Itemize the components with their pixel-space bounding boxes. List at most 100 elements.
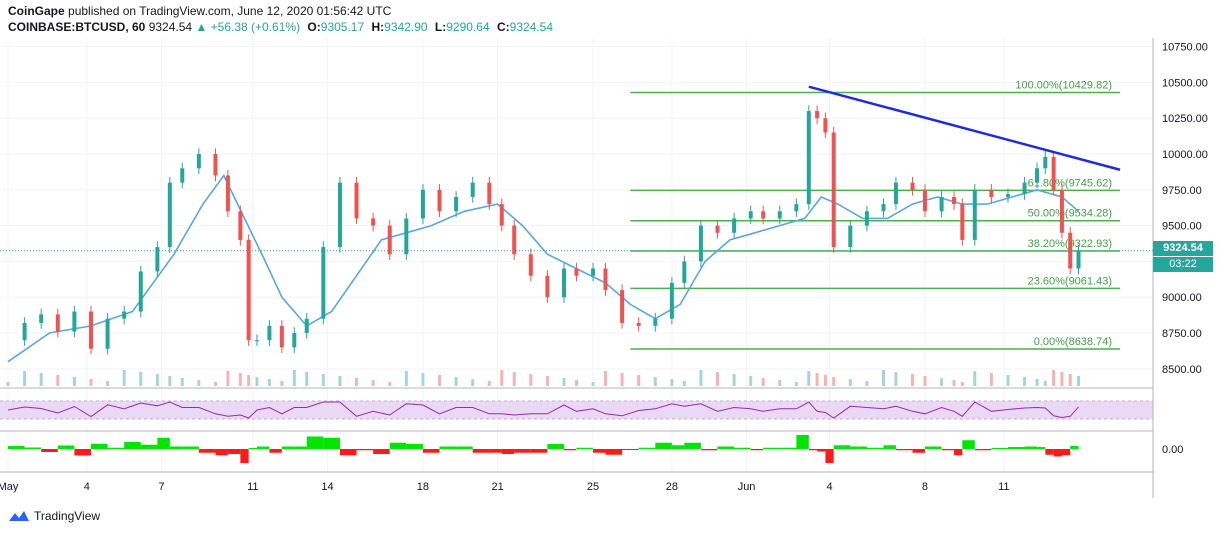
histogram-bar-negative bbox=[750, 449, 764, 451]
volume-bar bbox=[973, 371, 977, 386]
bar-countdown-tag: 03:22 bbox=[1153, 257, 1213, 272]
candle-body bbox=[105, 318, 110, 349]
rsi-line bbox=[7, 401, 1079, 419]
symbol-label[interactable]: COINBASE:BTCUSD, 60 bbox=[8, 20, 146, 34]
fib-level-label: 50.00%(9534.28) bbox=[1028, 208, 1112, 220]
time-axis[interactable]: May 4 7 11 14 18 21 25 28 Jun 4 8 11 bbox=[0, 481, 1010, 493]
ohlc-header: COINBASE:BTCUSD, 60 9324.54 ▲ +56.38 (+0… bbox=[8, 20, 553, 34]
fibonacci-retracement[interactable]: 100.00%(10429.82) 61.80%(9745.62) 50.00%(9… bbox=[630, 79, 1120, 350]
histogram-bar-positive bbox=[439, 446, 457, 449]
histogram-bar-negative bbox=[530, 449, 548, 453]
histogram-bar-positive bbox=[763, 447, 780, 449]
candle-body bbox=[354, 182, 359, 219]
volume-bar bbox=[989, 373, 993, 386]
price-axis[interactable]: 10750.00 10500.00 10250.00 10000.00 9750.00 9… bbox=[1162, 42, 1208, 376]
time-axis-label: 11 bbox=[247, 481, 258, 493]
volume-bar bbox=[815, 373, 819, 386]
volume-bar bbox=[637, 375, 641, 386]
price-axis-label: 9500.00 bbox=[1162, 221, 1202, 233]
histogram-bar-positive bbox=[779, 447, 797, 449]
candle-body bbox=[960, 204, 965, 240]
histogram-bar-positive bbox=[57, 445, 75, 449]
momentum-histogram: 0.00 bbox=[8, 435, 1183, 463]
histogram-bar-negative bbox=[356, 449, 374, 451]
candle-body bbox=[562, 268, 566, 298]
time-axis-label: May bbox=[0, 481, 19, 493]
candle-body bbox=[155, 247, 160, 272]
histogram-bar-positive bbox=[1024, 446, 1038, 449]
time-axis-label: 4 bbox=[826, 481, 832, 493]
candle-body bbox=[761, 211, 766, 219]
time-axis-label: 14 bbox=[321, 481, 333, 493]
trend-line[interactable] bbox=[808, 85, 1121, 171]
time-axis-label: 4 bbox=[84, 481, 90, 493]
volume-bar bbox=[865, 381, 869, 386]
histogram-bar-negative bbox=[912, 449, 925, 453]
volume-bar bbox=[761, 378, 765, 386]
histogram-bar-negative bbox=[817, 449, 826, 452]
fib-level-label: 0.00%(8638.74) bbox=[1034, 336, 1112, 348]
histogram-bar-positive bbox=[547, 444, 564, 449]
candle-body bbox=[138, 271, 143, 312]
volume-bar bbox=[562, 378, 566, 386]
volume-bar bbox=[39, 373, 43, 386]
last-price: 9324.54 bbox=[148, 20, 193, 34]
volume-bar bbox=[778, 380, 782, 386]
volume-bar bbox=[620, 373, 624, 386]
candle-body bbox=[794, 204, 799, 212]
footer-branding[interactable]: TradingView bbox=[8, 509, 100, 523]
time-axis-label: 25 bbox=[587, 481, 599, 493]
histogram-bar-negative bbox=[472, 449, 490, 453]
histogram-bar-negative bbox=[501, 449, 515, 454]
candle-body bbox=[922, 189, 927, 212]
histogram-bar-negative bbox=[564, 449, 577, 451]
candle-body bbox=[545, 275, 550, 298]
histogram-bar-positive bbox=[124, 442, 141, 449]
candle-body bbox=[512, 225, 517, 255]
histogram-bar-positive bbox=[866, 447, 884, 449]
price-axis-label: 10000.00 bbox=[1162, 149, 1208, 161]
candle-body bbox=[122, 311, 127, 319]
volume-bar bbox=[280, 381, 284, 386]
histogram-bar-negative bbox=[1053, 449, 1062, 457]
candle-body bbox=[715, 225, 720, 233]
current-price-value: 9324.54 bbox=[1163, 242, 1203, 254]
histogram-bar-negative bbox=[269, 449, 282, 453]
candle-body bbox=[1043, 156, 1048, 169]
histogram-bar-negative bbox=[514, 449, 531, 453]
volume-bar bbox=[1035, 379, 1039, 386]
histogram-bar-negative bbox=[622, 449, 639, 450]
candle-body bbox=[574, 268, 579, 276]
candle-body bbox=[225, 175, 230, 212]
histogram-bar-negative bbox=[41, 449, 58, 452]
current-price-tag: 9324.54 bbox=[1153, 241, 1213, 256]
price-axis-label: 10500.00 bbox=[1162, 77, 1208, 89]
volume-bar bbox=[6, 382, 10, 386]
moving-average-line bbox=[7, 173, 1080, 363]
volume-bar bbox=[180, 378, 184, 386]
volume-bar bbox=[545, 376, 549, 386]
histogram-bar-positive bbox=[107, 447, 125, 449]
volume-bar bbox=[923, 376, 927, 386]
volume-bar bbox=[603, 371, 607, 386]
time-axis-label: 8 bbox=[922, 481, 928, 493]
volume-bar bbox=[371, 380, 375, 386]
volume-bar bbox=[894, 372, 898, 386]
price-axis-label: 8500.00 bbox=[1162, 364, 1202, 376]
fib-level-label: 23.60%(9061.43) bbox=[1028, 275, 1112, 287]
candle-body bbox=[653, 318, 658, 326]
volume-bar bbox=[23, 371, 27, 386]
candle-body bbox=[972, 189, 977, 240]
price-change: +56.38 (+0.61%) bbox=[210, 20, 301, 34]
price-axis-label: 10750.00 bbox=[1162, 42, 1208, 54]
candle-body bbox=[1076, 250, 1081, 269]
low-label: L: bbox=[434, 20, 447, 34]
volume-bar bbox=[911, 374, 915, 386]
histogram-bar-positive bbox=[833, 445, 851, 449]
volume-bar bbox=[848, 379, 852, 386]
candle-body bbox=[213, 154, 218, 176]
candle-body bbox=[88, 311, 93, 349]
histogram-bar-negative bbox=[339, 449, 357, 456]
candle-body bbox=[952, 196, 957, 205]
